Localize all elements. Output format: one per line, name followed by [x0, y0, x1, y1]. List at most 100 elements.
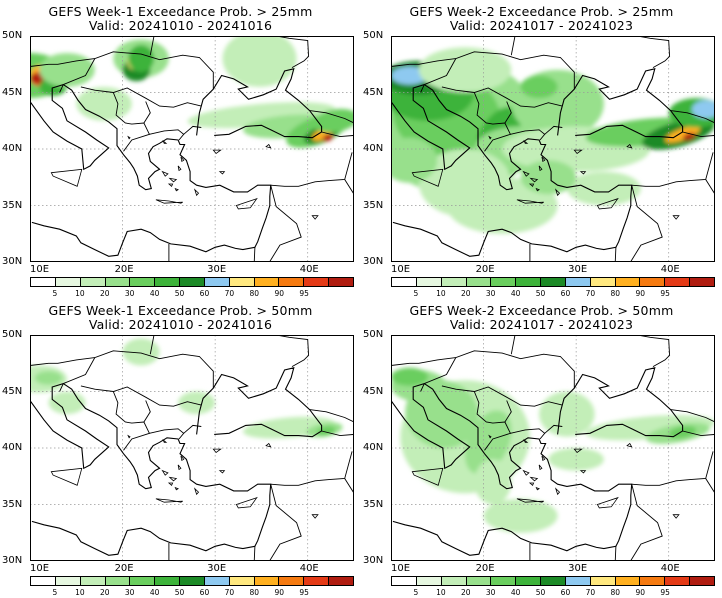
- probability-contour: [665, 126, 701, 143]
- country-border: [63, 350, 214, 389]
- latitude-label: 35N: [2, 498, 23, 510]
- colorbar-label: 90: [635, 588, 645, 597]
- colorbar-swatch: [541, 577, 566, 585]
- colorbar-label: 40: [510, 588, 521, 597]
- island-outline: [528, 183, 535, 187]
- country-border: [420, 84, 425, 93]
- island-outline: [529, 177, 539, 183]
- colorbar-label: 5: [52, 588, 58, 597]
- country-border: [630, 484, 663, 560]
- colorbar-swatch: [516, 577, 542, 585]
- map-area: [391, 36, 715, 262]
- colorbar-swatch: [279, 278, 305, 286]
- latitude-label: 30N: [363, 555, 384, 566]
- latitude-label: 45N: [2, 86, 23, 98]
- probability-contour: [34, 371, 63, 385]
- colorbar-swatch: [80, 577, 106, 585]
- map-area: [391, 335, 715, 561]
- island-outline: [167, 183, 174, 187]
- colorbar-label: 40: [149, 289, 160, 298]
- island-outline: [161, 469, 169, 476]
- colorbar-swatch: [590, 577, 616, 585]
- island-outline: [193, 188, 200, 197]
- colorbar: [30, 277, 354, 287]
- colorbar-label: 30: [485, 588, 496, 597]
- colorbar-label: 70: [585, 588, 596, 597]
- island-outline: [218, 171, 226, 175]
- colorbar-swatch: [254, 577, 280, 585]
- island-outline: [161, 170, 169, 177]
- country-border: [682, 430, 714, 437]
- country-border: [253, 546, 256, 560]
- island-outline: [168, 476, 178, 482]
- colorbar-swatch: [155, 278, 181, 286]
- colorbar-label: 30: [124, 289, 135, 298]
- country-border: [48, 357, 95, 364]
- map-canvas: [392, 336, 714, 560]
- country-border: [640, 336, 671, 367]
- island-outline: [554, 188, 561, 197]
- colorbar-swatch: [204, 577, 230, 585]
- colorbar-label: 90: [274, 289, 284, 298]
- probability-field: [31, 37, 353, 148]
- colorbar-swatch: [304, 577, 330, 585]
- colorbar-swatch: [105, 577, 131, 585]
- map-canvas: [31, 37, 353, 261]
- coastline: [196, 68, 323, 139]
- country-border: [640, 37, 671, 68]
- colorbar-label: 10: [436, 289, 446, 298]
- probability-contour: [178, 391, 216, 415]
- colorbar-label: 5: [413, 588, 419, 597]
- colorbar-label: 60: [199, 588, 210, 597]
- colorbar-swatch: [55, 577, 81, 585]
- country-border: [409, 58, 456, 65]
- colorbar-label: 95: [299, 289, 309, 298]
- country-border: [321, 430, 353, 437]
- island-outline: [626, 143, 633, 149]
- colorbar-label: 10: [75, 588, 85, 597]
- country-border: [420, 383, 425, 392]
- latitude-label: 40N: [363, 143, 384, 154]
- colorbar-swatch: [31, 577, 56, 585]
- colorbar-label: 5: [52, 289, 58, 298]
- colorbar-swatch: [105, 278, 131, 286]
- colorbar-swatch: [640, 278, 666, 286]
- island-outline: [579, 171, 587, 175]
- island-outline: [579, 470, 587, 474]
- latitude-label: 50N: [363, 30, 384, 41]
- longitude-label: 40E: [660, 563, 680, 574]
- country-border: [270, 451, 353, 486]
- longitude-label: 10E: [391, 563, 411, 574]
- colorbar-label: 50: [174, 588, 185, 597]
- colorbar-swatch: [590, 278, 616, 286]
- island-outline: [523, 438, 529, 443]
- island-outline: [235, 496, 258, 509]
- latitude-label: 30N: [2, 555, 23, 566]
- colorbar-label: 95: [660, 289, 670, 298]
- latitude-label: 45N: [363, 86, 384, 98]
- island-outline: [50, 168, 83, 187]
- colorbar: [30, 576, 354, 586]
- colorbar-swatch: [55, 278, 81, 286]
- latitude-label: 50N: [363, 329, 384, 340]
- coastline: [31, 83, 272, 257]
- colorbar-swatch: [392, 577, 417, 585]
- colorbar-swatch: [204, 278, 230, 286]
- island-outline: [528, 482, 535, 486]
- country-border: [441, 86, 563, 108]
- colorbar-label: 20: [99, 588, 110, 597]
- island-outline: [516, 498, 544, 503]
- island-outline: [174, 187, 179, 192]
- probability-contour: [122, 338, 160, 366]
- colorbar-label: 50: [174, 289, 185, 298]
- colorbar-label: 30: [485, 289, 496, 298]
- colorbar-swatch: [690, 577, 714, 585]
- colorbar-swatch: [80, 278, 106, 286]
- country-border: [510, 129, 546, 141]
- latitude-label: 30N: [2, 256, 23, 267]
- coastline: [31, 382, 272, 556]
- colorbar-swatch: [615, 278, 641, 286]
- latitude-label: 40N: [363, 442, 384, 453]
- country-border: [59, 84, 64, 93]
- coastline: [392, 382, 633, 556]
